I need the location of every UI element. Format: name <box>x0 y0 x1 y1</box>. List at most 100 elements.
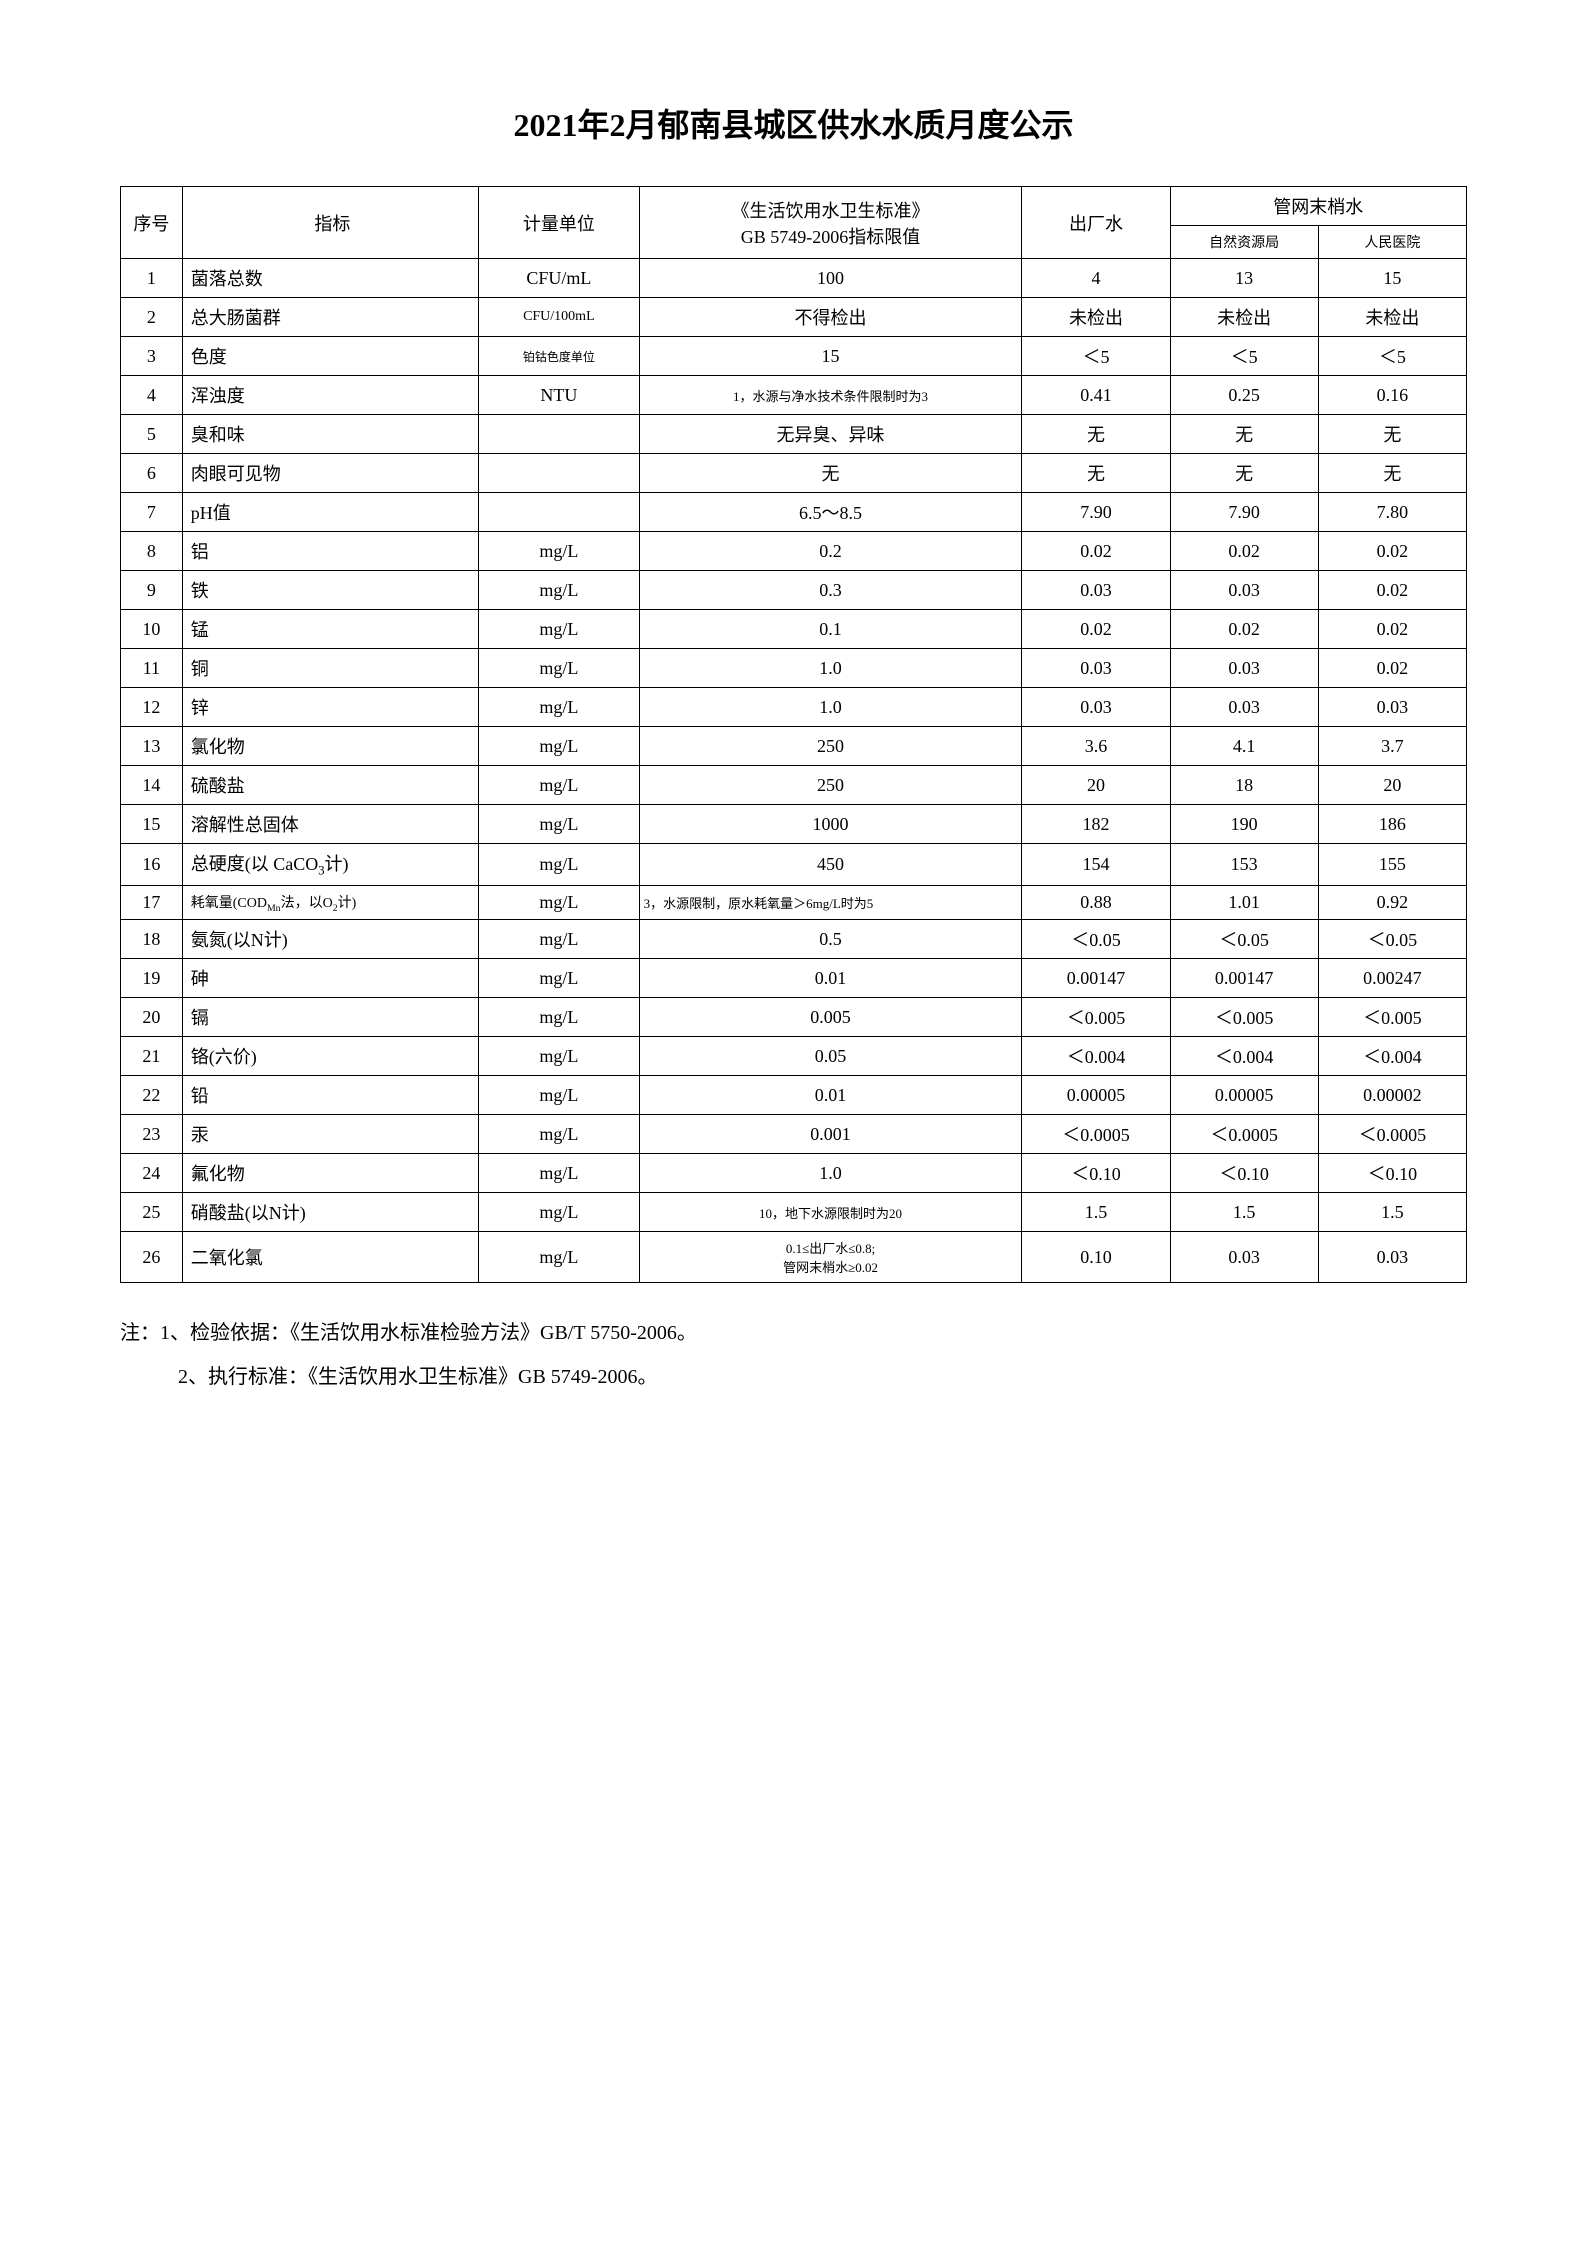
cell-value: 0.16 <box>1318 376 1466 415</box>
cell-standard: 250 <box>639 766 1022 805</box>
table-row: 1菌落总数CFU/mL10041315 <box>121 259 1467 298</box>
table-row: 4浑浊度NTU1，水源与净水技术条件限制时为30.410.250.16 <box>121 376 1467 415</box>
cell-seq: 22 <box>121 1076 183 1115</box>
cell-seq: 5 <box>121 415 183 454</box>
cell-standard: 450 <box>639 844 1022 886</box>
header-sub2: 人民医院 <box>1318 226 1466 259</box>
header-sub1: 自然资源局 <box>1170 226 1318 259</box>
cell-indicator: 硫酸盐 <box>182 766 478 805</box>
cell-unit: mg/L <box>479 766 640 805</box>
cell-indicator: 硝酸盐(以N计) <box>182 1193 478 1232</box>
cell-value: 7.80 <box>1318 493 1466 532</box>
cell-indicator: 浑浊度 <box>182 376 478 415</box>
cell-standard: 6.5～8.5 <box>639 493 1022 532</box>
cell-indicator: 铝 <box>182 532 478 571</box>
table-row: 17耗氧量(CODMn法，以O2计)mg/L3，水源限制，原水耗氧量＞6mg/L… <box>121 885 1467 920</box>
cell-value: ＜0.005 <box>1022 998 1170 1037</box>
cell-standard: 1.0 <box>639 1154 1022 1193</box>
cell-standard: 1000 <box>639 805 1022 844</box>
cell-indicator: 氨氮(以N计) <box>182 920 478 959</box>
cell-value: 0.10 <box>1022 1232 1170 1283</box>
cell-value: 0.02 <box>1022 610 1170 649</box>
cell-value: 0.00005 <box>1022 1076 1170 1115</box>
cell-indicator: 铬(六价) <box>182 1037 478 1076</box>
cell-unit: mg/L <box>479 688 640 727</box>
cell-unit: mg/L <box>479 1037 640 1076</box>
table-row: 13氯化物mg/L2503.64.13.7 <box>121 727 1467 766</box>
cell-unit: mg/L <box>479 1193 640 1232</box>
cell-value: ＜0.005 <box>1318 998 1466 1037</box>
header-pipe-end: 管网末梢水 <box>1170 187 1466 226</box>
cell-indicator: 氯化物 <box>182 727 478 766</box>
table-row: 23汞mg/L0.001＜0.0005＜0.0005＜0.0005 <box>121 1115 1467 1154</box>
table-row: 25硝酸盐(以N计)mg/L10，地下水源限制时为201.51.51.5 <box>121 1193 1467 1232</box>
table-row: 26二氧化氯mg/L0.1≤出厂水≤0.8;管网末梢水≥0.020.100.03… <box>121 1232 1467 1283</box>
cell-standard: 0.05 <box>639 1037 1022 1076</box>
cell-seq: 6 <box>121 454 183 493</box>
cell-unit: mg/L <box>479 885 640 920</box>
cell-seq: 7 <box>121 493 183 532</box>
cell-standard: 100 <box>639 259 1022 298</box>
cell-value: 18 <box>1170 766 1318 805</box>
cell-value: 0.03 <box>1318 688 1466 727</box>
cell-standard: 无 <box>639 454 1022 493</box>
cell-unit: 铂钴色度单位 <box>479 337 640 376</box>
cell-value: 0.25 <box>1170 376 1318 415</box>
cell-unit: mg/L <box>479 998 640 1037</box>
cell-seq: 16 <box>121 844 183 886</box>
cell-value: 1.5 <box>1170 1193 1318 1232</box>
header-seq: 序号 <box>121 187 183 259</box>
cell-value: ＜0.05 <box>1022 920 1170 959</box>
cell-value: 0.02 <box>1318 532 1466 571</box>
table-row: 20镉mg/L0.005＜0.005＜0.005＜0.005 <box>121 998 1467 1037</box>
table-row: 11铜mg/L1.00.030.030.02 <box>121 649 1467 688</box>
cell-indicator: 铁 <box>182 571 478 610</box>
cell-value: 1.01 <box>1170 885 1318 920</box>
table-row: 5臭和味无异臭、异味无无无 <box>121 415 1467 454</box>
cell-indicator: 菌落总数 <box>182 259 478 298</box>
cell-standard: 1.0 <box>639 649 1022 688</box>
cell-unit: mg/L <box>479 844 640 886</box>
cell-value: 0.92 <box>1318 885 1466 920</box>
cell-value: 无 <box>1170 415 1318 454</box>
cell-value: 0.03 <box>1170 571 1318 610</box>
note-line-2: 2、执行标准：《生活饮用水卫生标准》GB 5749-2006。 <box>120 1357 1467 1397</box>
cell-unit: mg/L <box>479 1076 640 1115</box>
cell-value: 0.03 <box>1022 688 1170 727</box>
cell-indicator: 氟化物 <box>182 1154 478 1193</box>
cell-value: 20 <box>1022 766 1170 805</box>
cell-indicator: 色度 <box>182 337 478 376</box>
cell-seq: 3 <box>121 337 183 376</box>
cell-value: ＜0.004 <box>1318 1037 1466 1076</box>
cell-indicator: 臭和味 <box>182 415 478 454</box>
cell-value: 0.00147 <box>1022 959 1170 998</box>
cell-unit: mg/L <box>479 610 640 649</box>
table-row: 8铝mg/L0.20.020.020.02 <box>121 532 1467 571</box>
cell-standard: 250 <box>639 727 1022 766</box>
cell-value: 13 <box>1170 259 1318 298</box>
cell-seq: 4 <box>121 376 183 415</box>
cell-value: 未检出 <box>1170 298 1318 337</box>
page-title: 2021年2月郁南县城区供水水质月度公示 <box>120 100 1467 146</box>
cell-standard: 0.2 <box>639 532 1022 571</box>
cell-value: 0.41 <box>1022 376 1170 415</box>
cell-standard: 0.5 <box>639 920 1022 959</box>
cell-value: 无 <box>1022 454 1170 493</box>
cell-seq: 10 <box>121 610 183 649</box>
cell-indicator: pH值 <box>182 493 478 532</box>
cell-unit: mg/L <box>479 959 640 998</box>
cell-unit: mg/L <box>479 1115 640 1154</box>
cell-seq: 19 <box>121 959 183 998</box>
table-row: 10锰mg/L0.10.020.020.02 <box>121 610 1467 649</box>
cell-standard: 3，水源限制，原水耗氧量＞6mg/L时为5 <box>639 885 1022 920</box>
cell-value: ＜5 <box>1022 337 1170 376</box>
cell-value: ＜0.0005 <box>1318 1115 1466 1154</box>
cell-value: 无 <box>1022 415 1170 454</box>
cell-standard: 0.005 <box>639 998 1022 1037</box>
cell-indicator: 耗氧量(CODMn法，以O2计) <box>182 885 478 920</box>
cell-value: 154 <box>1022 844 1170 886</box>
cell-seq: 23 <box>121 1115 183 1154</box>
cell-standard: 15 <box>639 337 1022 376</box>
cell-indicator: 汞 <box>182 1115 478 1154</box>
cell-seq: 1 <box>121 259 183 298</box>
